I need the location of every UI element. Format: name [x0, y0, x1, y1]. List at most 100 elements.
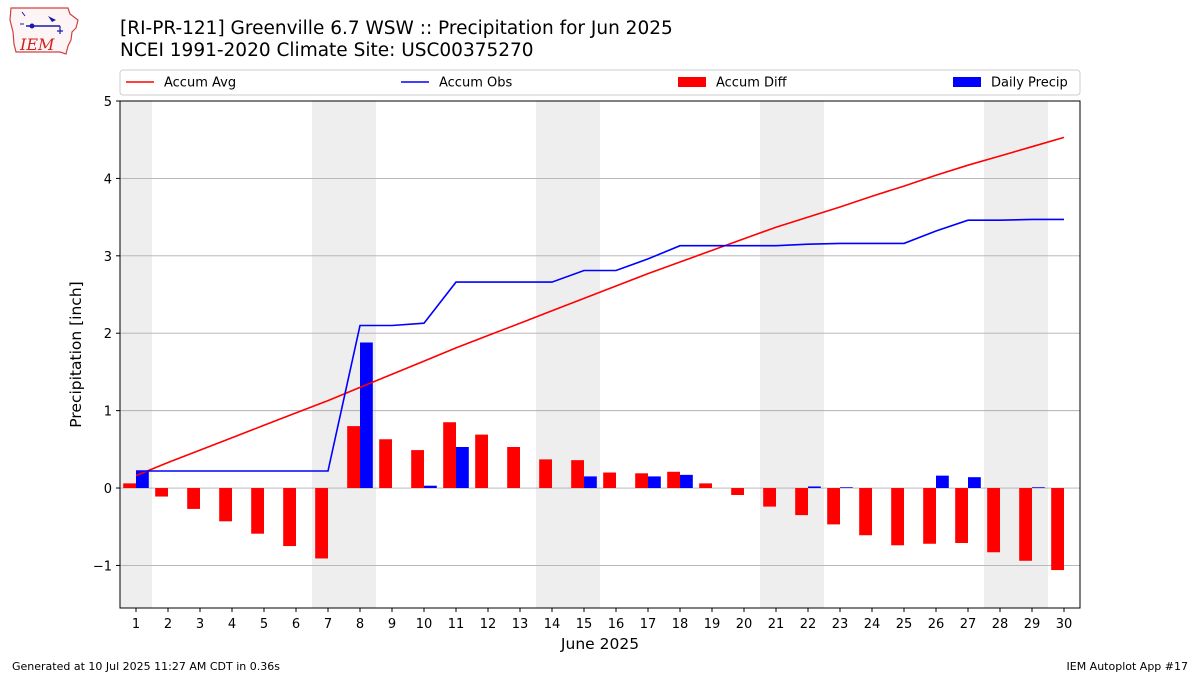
- legend-swatch-accum-diff: [678, 77, 706, 87]
- iem-logo-icon: IEM: [9, 7, 79, 55]
- x-tick-label: 22: [800, 617, 817, 632]
- accum-diff-bar: [763, 488, 776, 507]
- accum-diff-bar: [283, 488, 296, 547]
- bars: [123, 342, 1064, 571]
- accum-diff-bar: [379, 439, 392, 489]
- x-tick-label: 19: [704, 617, 721, 632]
- x-tick-label: 2: [164, 617, 172, 632]
- daily-precip-bar: [1032, 487, 1045, 489]
- accum-diff-bar: [347, 426, 360, 489]
- x-tick-label: 3: [196, 617, 204, 632]
- accum-diff-bar: [539, 459, 552, 489]
- legend: Accum Avg Accum Obs Accum Diff Daily Precip: [119, 69, 1081, 96]
- x-tick-label: 15: [576, 617, 593, 632]
- accum-diff-bar: [219, 488, 232, 522]
- accum-diff-bar: [859, 488, 872, 536]
- y-tick-label: 3: [104, 250, 112, 265]
- accum-diff-bar: [411, 450, 424, 489]
- accum-diff-bar: [731, 488, 744, 495]
- daily-precip-bar: [968, 477, 981, 489]
- plot-frame: [119, 100, 1081, 609]
- daily-precip-bar: [840, 487, 853, 489]
- x-tick-label: 5: [260, 617, 268, 632]
- x-tick-label: 14: [544, 617, 561, 632]
- axis-ticks: 1 2 3 4 5 6 7 8 9 10 11 12 13 14 15 16 17 18 19 20 21 22 23 24 2…: [93, 95, 1072, 632]
- daily-precip-bar: [424, 485, 437, 489]
- y-tick-label: 2: [104, 327, 112, 342]
- x-axis-label: June 2025: [560, 635, 639, 653]
- iem-logo-text: IEM: [19, 35, 55, 54]
- accum-diff-bar: [891, 488, 904, 546]
- x-tick-label: 23: [832, 617, 849, 632]
- y-tick-label: 1: [104, 405, 112, 420]
- accum-diff-bar: [603, 472, 616, 489]
- accum-diff-bar: [1019, 488, 1032, 561]
- y-tick-label: 5: [104, 95, 112, 110]
- app-credit: IEM Autoplot App #17: [1066, 660, 1189, 673]
- legend-frame: [119, 69, 1081, 96]
- x-tick-label: 24: [864, 617, 881, 632]
- accum-diff-bar: [827, 488, 840, 525]
- weekend-shade: [120, 101, 152, 608]
- accum-diff-bar: [155, 488, 168, 497]
- x-tick-label: 29: [1024, 617, 1041, 632]
- x-tick-label: 26: [928, 617, 945, 632]
- x-tick-label: 10: [416, 617, 433, 632]
- x-tick-label: 16: [608, 617, 625, 632]
- x-tick-label: 30: [1056, 617, 1073, 632]
- legend-label-accum-diff: Accum Diff: [716, 76, 788, 91]
- x-tick-label: 27: [960, 617, 977, 632]
- weekend-shade: [536, 101, 600, 608]
- daily-precip-bar: [584, 476, 597, 489]
- legend-label-daily-precip: Daily Precip: [991, 76, 1068, 91]
- y-tick-label: 4: [104, 172, 112, 187]
- lines: [135, 136, 1065, 477]
- daily-precip-bar: [136, 470, 149, 489]
- y-tick-label: −1: [93, 559, 112, 574]
- accum-diff-bar: [507, 446, 520, 489]
- daily-precip-bar: [680, 474, 693, 489]
- accum-avg-line: [135, 136, 1065, 477]
- x-tick-label: 6: [292, 617, 300, 632]
- accum-diff-bar: [635, 473, 648, 489]
- x-tick-label: 18: [672, 617, 689, 632]
- y-tick-label: 0: [104, 482, 112, 497]
- x-tick-label: 4: [228, 617, 236, 632]
- accum-diff-bar: [443, 422, 456, 489]
- x-tick-label: 9: [388, 617, 396, 632]
- accum-diff-bar: [955, 488, 968, 543]
- iem-logo: IEM: [8, 6, 80, 58]
- x-tick-label: 12: [480, 617, 497, 632]
- x-tick-label: 8: [356, 617, 364, 632]
- chart-subtitle: NCEI 1991-2020 Climate Site: USC00375270: [120, 40, 534, 61]
- weekend-shade: [760, 101, 824, 608]
- x-tick-label: 20: [736, 617, 753, 632]
- accum-diff-bar: [667, 471, 680, 489]
- x-tick-label: 11: [448, 617, 465, 632]
- daily-precip-bar: [936, 475, 949, 489]
- x-tick-label: 1: [132, 617, 140, 632]
- accum-diff-bar: [987, 488, 1000, 553]
- legend-swatch-daily-precip: [953, 77, 981, 87]
- daily-precip-bar: [360, 342, 373, 489]
- y-axis-label: Precipitation [inch]: [67, 281, 85, 427]
- daily-precip-bar: [648, 476, 661, 489]
- daily-precip-bar: [456, 446, 469, 489]
- accum-diff-bar: [123, 483, 136, 489]
- chart-title: [RI-PR-121] Greenville 6.7 WSW :: Precip…: [120, 18, 673, 39]
- accum-diff-bar: [923, 488, 936, 544]
- accum-diff-bar: [251, 488, 264, 534]
- generated-timestamp: Generated at 10 Jul 2025 11:27 AM CDT in…: [12, 660, 280, 673]
- accum-diff-bar: [571, 460, 584, 489]
- legend-label-accum-avg: Accum Avg: [164, 76, 236, 91]
- x-tick-label: 13: [512, 617, 529, 632]
- accum-obs-line: [136, 218, 1064, 472]
- legend-label-accum-obs: Accum Obs: [439, 76, 512, 91]
- accum-diff-bar: [1051, 488, 1064, 571]
- accum-diff-bar: [315, 488, 328, 559]
- x-tick-label: 25: [896, 617, 913, 632]
- accum-diff-bar: [475, 434, 488, 489]
- x-tick-label: 17: [640, 617, 657, 632]
- accum-diff-bar: [187, 488, 200, 509]
